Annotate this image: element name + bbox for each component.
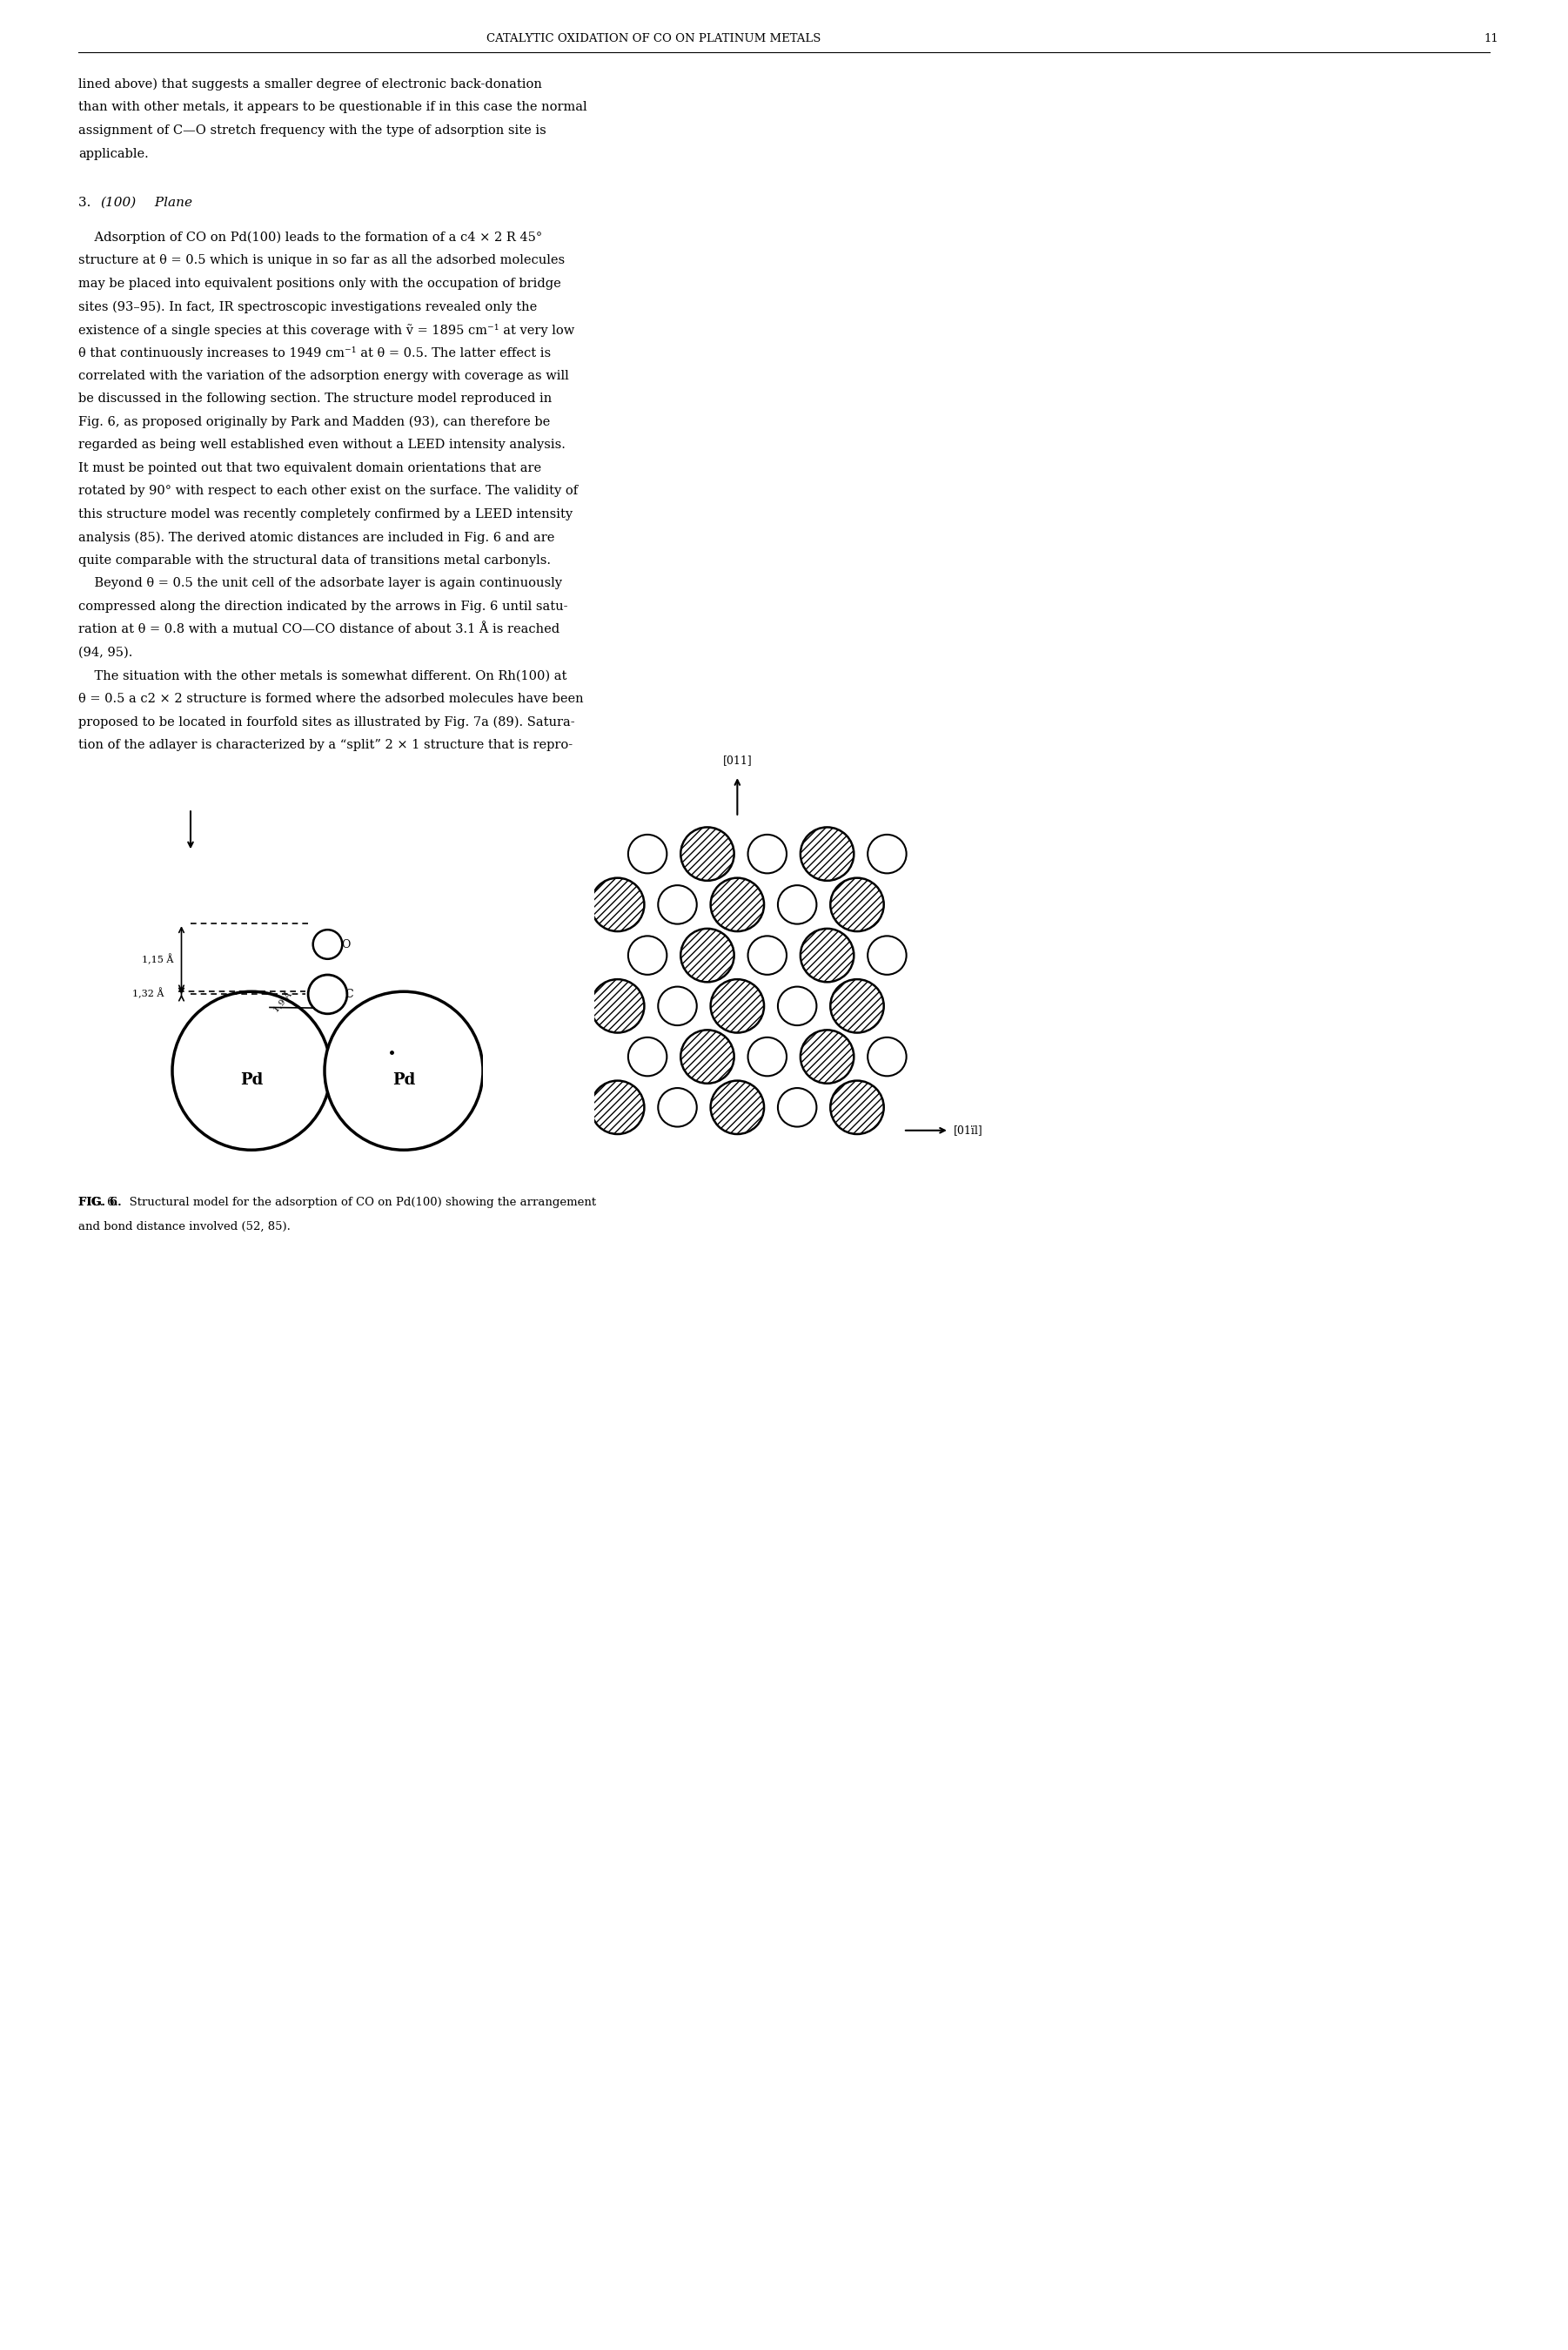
Circle shape [172,992,331,1149]
Text: C: C [345,989,353,1001]
Text: Beyond θ = 0.5 the unit cell of the adsorbate layer is again continuously: Beyond θ = 0.5 the unit cell of the adso… [78,578,561,590]
Circle shape [591,980,644,1032]
Text: (94, 95).: (94, 95). [78,646,133,658]
Circle shape [831,1081,884,1135]
Text: existence of a single species at this coverage with ṽ = 1895 cm⁻¹ at very low: existence of a single species at this co… [78,324,574,336]
Circle shape [710,980,764,1032]
Text: than with other metals, it appears to be questionable if in this case the normal: than with other metals, it appears to be… [78,101,586,113]
Text: sites (93–95). In fact, IR spectroscopic investigations revealed only the: sites (93–95). In fact, IR spectroscopic… [78,301,538,313]
Text: CATALYTIC OXIDATION OF CO ON PLATINUM METALS: CATALYTIC OXIDATION OF CO ON PLATINUM ME… [486,33,820,45]
Text: θ that continuously increases to 1949 cm⁻¹ at θ = 0.5. The latter effect is: θ that continuously increases to 1949 cm… [78,348,550,360]
Text: assignment of C—O stretch frequency with the type of adsorption site is: assignment of C—O stretch frequency with… [78,125,546,136]
Circle shape [309,975,347,1013]
Circle shape [629,834,666,874]
Text: 3.: 3. [78,197,99,209]
Text: compressed along the direction indicated by the arrows in Fig. 6 until satu-: compressed along the direction indicated… [78,599,568,613]
Text: regarded as being well established even without a LEED intensity analysis.: regarded as being well established even … [78,439,566,451]
Text: FIG. 6.   Structural model for the adsorption of CO on Pd(100) showing the arran: FIG. 6. Structural model for the adsorpt… [78,1196,596,1208]
Circle shape [800,827,855,881]
Circle shape [748,834,787,874]
Text: rotated by 90° with respect to each other exist on the surface. The validity of: rotated by 90° with respect to each othe… [78,484,579,498]
Text: be discussed in the following section. The structure model reproduced in: be discussed in the following section. T… [78,392,552,404]
Circle shape [681,827,734,881]
Circle shape [867,935,906,975]
Text: 11: 11 [1483,33,1499,45]
Circle shape [659,987,696,1025]
Circle shape [659,1088,696,1126]
Text: and bond distance involved (52, 85).: and bond distance involved (52, 85). [78,1222,290,1234]
Text: (100): (100) [100,197,136,209]
Circle shape [748,1036,787,1076]
Circle shape [748,935,787,975]
Text: Adsorption of CO on Pd(100) leads to the formation of a c4 × 2 R 45°: Adsorption of CO on Pd(100) leads to the… [78,230,543,244]
Text: applicable.: applicable. [78,148,149,160]
Text: [01ïl]: [01ïl] [953,1126,983,1135]
Circle shape [681,1029,734,1083]
Circle shape [800,928,855,982]
Text: Fig. 6, as proposed originally by Park and Madden (93), can therefore be: Fig. 6, as proposed originally by Park a… [78,416,550,428]
Text: may be placed into equivalent positions only with the occupation of bridge: may be placed into equivalent positions … [78,277,561,289]
Circle shape [867,1036,906,1076]
Text: Plane: Plane [151,197,193,209]
Text: 1,32 Å: 1,32 Å [133,987,165,999]
Circle shape [710,879,764,931]
Circle shape [800,1029,855,1083]
Text: proposed to be located in fourfold sites as illustrated by Fig. 7a (89). Satura-: proposed to be located in fourfold sites… [78,717,575,728]
Text: ration at θ = 0.8 with a mutual CO—CO distance of about 3.1 Å is reached: ration at θ = 0.8 with a mutual CO—CO di… [78,623,560,634]
Text: lined above) that suggests a smaller degree of electronic back-donation: lined above) that suggests a smaller deg… [78,78,543,92]
Text: FIG. 6.: FIG. 6. [78,1196,122,1208]
Circle shape [778,1088,817,1126]
Circle shape [831,879,884,931]
Text: correlated with the variation of the adsorption energy with coverage as will: correlated with the variation of the ads… [78,369,569,383]
Circle shape [325,992,483,1149]
Circle shape [591,1081,644,1135]
Text: Pd: Pd [392,1072,416,1088]
Text: analysis (85). The derived atomic distances are included in Fig. 6 and are: analysis (85). The derived atomic distan… [78,531,555,543]
Text: The situation with the other metals is somewhat different. On Rh(100) at: The situation with the other metals is s… [78,670,566,681]
Text: O: O [342,938,350,949]
Circle shape [867,834,906,874]
Circle shape [778,987,817,1025]
Circle shape [659,886,696,924]
Circle shape [314,931,342,959]
Circle shape [591,879,644,931]
Circle shape [831,980,884,1032]
Text: structure at θ = 0.5 which is unique in so far as all the adsorbed molecules: structure at θ = 0.5 which is unique in … [78,254,564,266]
Text: 1,9 Å: 1,9 Å [273,992,295,1015]
Text: It must be pointed out that two equivalent domain orientations that are: It must be pointed out that two equivale… [78,463,541,475]
Circle shape [681,928,734,982]
Text: 1,15 Å: 1,15 Å [141,954,174,964]
Text: [011]: [011] [723,754,753,766]
Circle shape [710,1081,764,1135]
Text: θ = 0.5 a c2 × 2 structure is formed where the adsorbed molecules have been: θ = 0.5 a c2 × 2 structure is formed whe… [78,693,583,705]
Text: Pd: Pd [240,1072,263,1088]
Circle shape [629,935,666,975]
Text: quite comparable with the structural data of transitions metal carbonyls.: quite comparable with the structural dat… [78,555,550,566]
Circle shape [629,1036,666,1076]
Circle shape [778,886,817,924]
Text: this structure model was recently completely confirmed by a LEED intensity: this structure model was recently comple… [78,508,572,519]
Text: tion of the adlayer is characterized by a “split” 2 × 1 structure that is repro-: tion of the adlayer is characterized by … [78,738,572,752]
